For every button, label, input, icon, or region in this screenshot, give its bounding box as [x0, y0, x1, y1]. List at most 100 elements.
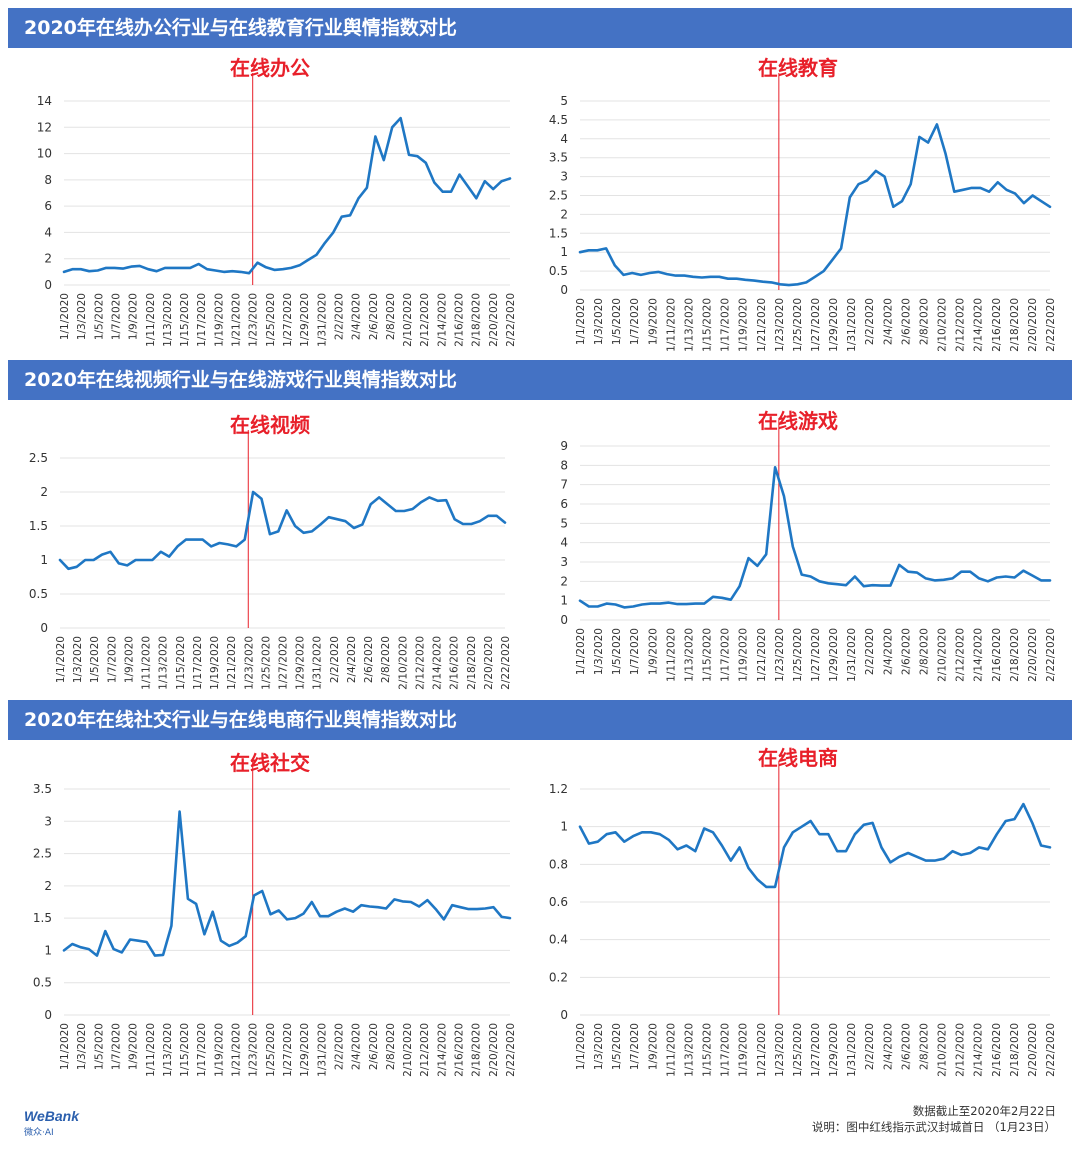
x-tick-label: 2/4/2020 — [351, 293, 363, 340]
y-tick-label: 1.5 — [29, 519, 48, 533]
x-tick-label: 1/23/2020 — [774, 298, 786, 352]
series-line — [578, 802, 1052, 889]
logo-subtext: 微众·AI — [24, 1128, 54, 1138]
x-tick-label: 1/17/2020 — [720, 298, 732, 352]
x-tick-label: 1/1/2020 — [59, 1023, 71, 1070]
x-tick-label: 1/21/2020 — [231, 293, 243, 347]
y-tick-label: 10 — [37, 147, 52, 161]
x-tick-label: 1/29/2020 — [295, 636, 307, 690]
y-tick-label: 5 — [560, 94, 568, 108]
x-tick-label: 1/31/2020 — [316, 293, 328, 347]
x-tick-label: 2/14/2020 — [973, 628, 985, 682]
x-tick-label: 1/17/2020 — [720, 1023, 732, 1077]
y-tick-label: 0.8 — [549, 857, 568, 871]
x-tick-label: 1/23/2020 — [248, 1023, 260, 1077]
x-tick-label: 1/17/2020 — [196, 1023, 208, 1077]
x-tick-label: 1/13/2020 — [683, 298, 695, 352]
x-tick-label: 1/5/2020 — [93, 293, 105, 340]
x-tick-label: 2/14/2020 — [436, 1023, 448, 1077]
y-tick-label: 0.5 — [33, 976, 52, 990]
red-line-explanation: 说明：图中红线指示武汉封城首日 （1月23日） — [811, 1120, 1056, 1134]
x-tick-label: 2/12/2020 — [419, 293, 431, 347]
x-tick-label: 2/2/2020 — [864, 298, 876, 345]
x-tick-label: 1/11/2020 — [665, 628, 677, 682]
x-tick-label: 1/25/2020 — [260, 636, 272, 690]
chart-online-office: 在线办公 0 2 4 6 8 10 12 14 1/1/2020 1/3/2020 1/5/2020 1… — [37, 56, 517, 347]
webank-logo: WeBank 微众·AI — [24, 1108, 79, 1138]
x-tick-label: 2/10/2020 — [402, 293, 414, 347]
y-tick-label: 2.5 — [549, 189, 568, 203]
section-title: 2020年在线办公行业与在线教育行业舆情指数对比 — [24, 17, 457, 39]
x-tick-label: 2/18/2020 — [466, 636, 478, 690]
x-tick-label: 2/22/2020 — [505, 293, 517, 347]
y-tick-label: 0 — [560, 283, 568, 297]
x-tick-label: 2/16/2020 — [449, 636, 461, 690]
chart-online-ecommerce: 在线电商 0 0.2 0.4 0.6 0.8 1 1.2 1/1/2020 1/3/2020 1/5… — [549, 746, 1057, 1077]
x-tick-label: 1/9/2020 — [128, 1023, 140, 1070]
x-tick-label: 1/25/2020 — [792, 628, 804, 682]
data-cutoff-note: 数据截止至2020年2月22日 — [912, 1104, 1056, 1118]
y-tick-label: 2 — [560, 574, 568, 588]
y-tick-label: 4 — [560, 132, 568, 146]
x-tick-label: 2/22/2020 — [1045, 298, 1057, 352]
logo-text: WeBank — [24, 1108, 79, 1124]
x-tick-label: 1/23/2020 — [248, 293, 260, 347]
x-tick-label: 1/21/2020 — [231, 1023, 243, 1077]
x-tick-label: 1/15/2020 — [179, 293, 191, 347]
x-tick-label: 1/13/2020 — [158, 636, 170, 690]
x-tick-label: 1/27/2020 — [810, 298, 822, 352]
series-line — [578, 465, 1052, 609]
y-tick-label: 3 — [44, 814, 52, 828]
series-line — [58, 490, 507, 571]
x-tick-label: 1/31/2020 — [846, 1023, 858, 1077]
x-tick-label: 1/29/2020 — [299, 293, 311, 347]
x-tick-label: 1/9/2020 — [647, 1023, 659, 1070]
x-tick-label: 2/4/2020 — [882, 628, 894, 675]
y-tick-label: 1 — [560, 820, 568, 834]
x-tick-label: 1/1/2020 — [59, 293, 71, 340]
x-tick-label: 1/11/2020 — [665, 298, 677, 352]
x-tick-label: 2/10/2020 — [937, 298, 949, 352]
x-tick-label: 1/25/2020 — [265, 293, 277, 347]
x-tick-label: 1/19/2020 — [738, 298, 750, 352]
x-tick-label: 1/9/2020 — [123, 636, 135, 683]
section-title: 2020年在线视频行业与在线游戏行业舆情指数对比 — [24, 369, 457, 391]
x-tick-label: 1/7/2020 — [629, 1023, 641, 1070]
x-tick-label: 2/20/2020 — [1027, 1023, 1039, 1077]
x-tick-label: 1/3/2020 — [593, 1023, 605, 1070]
x-tick-label: 1/31/2020 — [846, 298, 858, 352]
x-tick-label: 2/18/2020 — [1009, 298, 1021, 352]
chart-online-game: 在线游戏 0 1 2 3 4 5 6 7 8 9 1/1/2020 1/3/2020 1/5/2020 1/… — [560, 409, 1057, 682]
chart-title: 在线社交 — [230, 751, 310, 775]
y-tick-label: 9 — [560, 439, 568, 453]
x-tick-label: 1/13/2020 — [683, 628, 695, 682]
x-tick-label: 1/21/2020 — [756, 628, 768, 682]
x-tick-label: 2/12/2020 — [414, 636, 426, 690]
y-tick-label: 8 — [560, 458, 568, 472]
y-tick-label: 0 — [560, 1008, 568, 1022]
x-tick-label: 2/14/2020 — [436, 293, 448, 347]
x-tick-label: 1/7/2020 — [106, 636, 118, 683]
y-tick-label: 3.5 — [33, 782, 52, 796]
y-tick-label: 0 — [44, 278, 52, 292]
x-tick-label: 2/22/2020 — [500, 636, 512, 690]
x-tick-label: 1/27/2020 — [282, 1023, 294, 1077]
x-tick-label: 1/27/2020 — [282, 293, 294, 347]
x-tick-label: 2/4/2020 — [882, 1023, 894, 1070]
x-tick-label: 1/31/2020 — [312, 636, 324, 690]
x-tick-label: 1/19/2020 — [738, 1023, 750, 1077]
x-tick-label: 2/2/2020 — [864, 1023, 876, 1070]
x-tick-label: 1/31/2020 — [316, 1023, 328, 1077]
x-tick-label: 1/9/2020 — [128, 293, 140, 340]
y-tick-label: 3 — [560, 555, 568, 569]
x-tick-label: 2/14/2020 — [973, 1023, 985, 1077]
x-tick-label: 2/22/2020 — [505, 1023, 517, 1077]
y-tick-label: 5 — [560, 516, 568, 530]
y-tick-label: 8 — [44, 173, 52, 187]
x-tick-label: 1/29/2020 — [828, 628, 840, 682]
x-tick-label: 1/15/2020 — [179, 1023, 191, 1077]
y-tick-label: 0.2 — [549, 970, 568, 984]
x-tick-label: 2/8/2020 — [918, 298, 930, 345]
x-tick-label: 1/11/2020 — [665, 1023, 677, 1077]
x-tick-label: 2/6/2020 — [900, 298, 912, 345]
